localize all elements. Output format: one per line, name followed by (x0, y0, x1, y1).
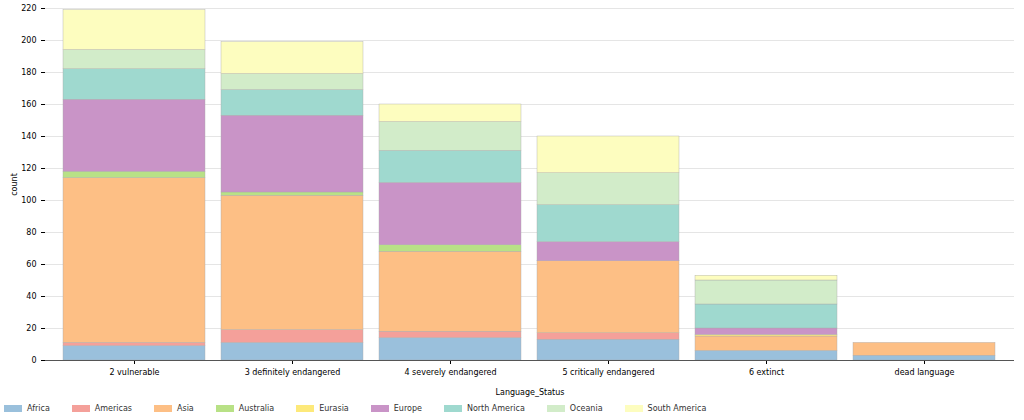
html-text:Africa: Africa (27, 403, 50, 413)
html-text:Australia: Australia (238, 403, 275, 413)
svg-text:140: 140 (21, 132, 36, 141)
svg-text:120: 120 (21, 164, 36, 173)
svg-text:count: count (10, 173, 19, 196)
html-text:Eurasia: Eurasia (319, 403, 349, 413)
html-text:Asia: Asia (177, 403, 194, 413)
html-text:Oceania: Oceania (569, 403, 603, 413)
svg-text:Language_Status: Language_Status (496, 388, 565, 397)
html-text:North America: North America (466, 403, 525, 413)
html-text:South America: South America (647, 403, 707, 413)
svg-text:3 definitely endangered: 3 definitely endangered (245, 368, 341, 377)
svg-text:80: 80 (26, 228, 36, 237)
svg-text:dead language: dead language (895, 368, 955, 377)
svg-text:180: 180 (21, 68, 36, 77)
html-text:Americas: Americas (94, 403, 132, 413)
svg-text:4 severely endangered: 4 severely endangered (404, 368, 496, 377)
svg-text:160: 160 (21, 100, 36, 109)
svg-text:20: 20 (26, 324, 36, 333)
svg-text:60: 60 (26, 260, 36, 269)
svg-text:5 critically endangered: 5 critically endangered (562, 368, 654, 377)
svg-text:0: 0 (31, 356, 36, 365)
svg-text:6 extinct: 6 extinct (749, 368, 784, 377)
svg-text:100: 100 (21, 196, 36, 205)
svg-text:200: 200 (21, 36, 36, 45)
html-text:Europe: Europe (393, 403, 422, 413)
svg-text:2 vulnerable: 2 vulnerable (109, 368, 159, 377)
svg-text:40: 40 (26, 292, 36, 301)
svg-text:220: 220 (21, 4, 36, 13)
